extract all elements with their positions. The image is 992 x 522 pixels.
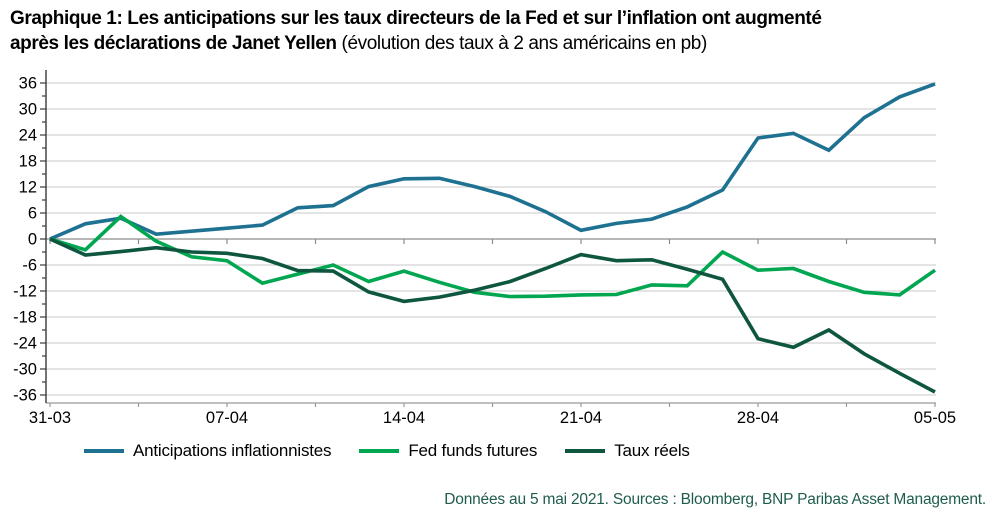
y-tick-label: 18 xyxy=(19,153,37,171)
y-tick-label: 6 xyxy=(28,205,37,223)
y-tick-label: -36 xyxy=(13,386,37,404)
chart-title-line2: après les déclarations de Janet Yellen (… xyxy=(10,31,988,56)
x-tick-label: 07-04 xyxy=(206,409,248,427)
y-tick-label: -6 xyxy=(22,256,37,274)
source-note: Données au 5 mai 2021. Sources : Bloombe… xyxy=(444,491,986,508)
chart-title-line2-bold: après les déclarations de Janet Yellen xyxy=(10,33,342,55)
x-tick-label: 21-04 xyxy=(560,409,602,427)
y-tick-label: -18 xyxy=(13,308,37,326)
legend-label: Anticipations inflationnistes xyxy=(133,441,332,460)
x-tick-label: 05-05 xyxy=(914,409,956,427)
legend-label: Taux réels xyxy=(614,441,690,460)
line-chart-plot: 36 30 24 18 12 6 0 -6 -12 -18 -24 -30 -36 31-03 07-04 1… xyxy=(13,70,956,427)
y-tick-label: 36 xyxy=(19,75,37,93)
legend-item-fed-funds-futures: Fed funds futures xyxy=(359,441,537,461)
y-tick-label: -30 xyxy=(13,360,37,378)
chart-title-line2-subtitle: (évolution des taux à 2 ans américains e… xyxy=(341,33,708,55)
chart-title: Graphique 1: Les anticipations sur les t… xyxy=(10,6,988,56)
chart-title-line1: Graphique 1: Les anticipations sur les t… xyxy=(10,8,822,29)
y-tick-label: 24 xyxy=(19,127,37,145)
legend-item-taux-reels: Taux réels xyxy=(565,441,690,461)
legend-swatch-darkgreen-line-icon xyxy=(565,449,606,453)
chart-legend: Anticipations inflationnistes Fed funds … xyxy=(84,441,690,461)
x-tick-label: 28-04 xyxy=(737,409,779,427)
series-line-taux-r-els xyxy=(49,237,936,394)
y-tick-label: -24 xyxy=(13,334,37,352)
series-line-anticipations-inflationnistes xyxy=(49,82,936,241)
legend-item-anticipations-inflationnistes: Anticipations inflationnistes xyxy=(84,441,332,461)
legend-label: Fed funds futures xyxy=(408,441,538,460)
x-tick-label: 31-03 xyxy=(29,409,71,427)
x-tick-label: 14-04 xyxy=(383,409,425,427)
y-tick-label: 12 xyxy=(19,179,37,197)
series-line-fed-funds-futures xyxy=(49,214,937,299)
legend-swatch-blue-line-icon xyxy=(84,449,124,453)
legend-swatch-green-line-icon xyxy=(359,449,400,453)
y-tick-label: 0 xyxy=(28,231,37,249)
y-tick-label: -12 xyxy=(13,282,37,300)
y-tick-label: 30 xyxy=(19,101,37,119)
